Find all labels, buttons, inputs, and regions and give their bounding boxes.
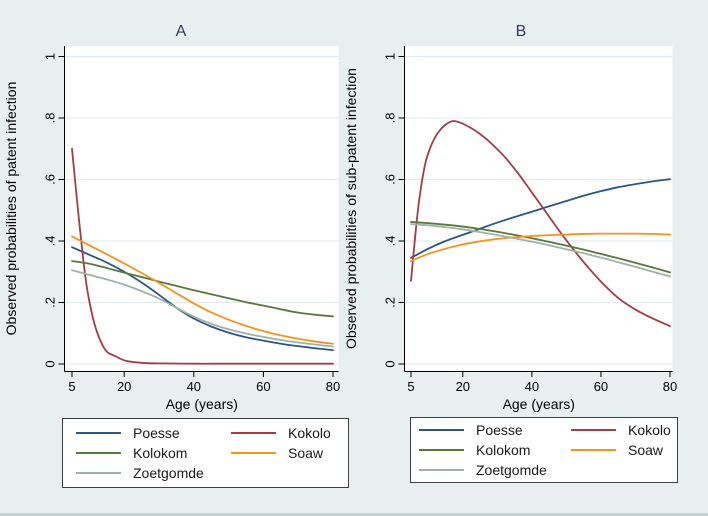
y-tick-label: .8 bbox=[43, 113, 58, 124]
figure-bottom-border bbox=[0, 513, 708, 516]
legend-item-kolokom: Kolokom bbox=[76, 444, 231, 463]
series-line-zoetgomde bbox=[410, 223, 671, 278]
x-tick-label: 5 bbox=[68, 379, 75, 394]
x-tick-label: 20 bbox=[117, 379, 131, 394]
legend-item-soaw: Soaw bbox=[571, 441, 671, 460]
panel-a: 0 .2 .4 .6 .8 1 5 20 40 60 80 Age (years) Observed p… bbox=[3, 23, 340, 412]
legend-line-soaw-swatch bbox=[231, 452, 276, 454]
panel-title: B bbox=[516, 23, 527, 40]
legend-label: Zoetgomde bbox=[476, 462, 547, 478]
plot-area bbox=[65, 46, 339, 371]
legend-item-soaw: Soaw bbox=[231, 444, 342, 463]
y-tick-label: .4 bbox=[43, 236, 58, 247]
y-tick-label: 0 bbox=[43, 360, 58, 367]
legend-label: Poesse bbox=[476, 422, 523, 438]
legend-label: Poesse bbox=[133, 425, 180, 441]
legend-label: Soaw bbox=[288, 445, 324, 461]
series-line-kolokom bbox=[71, 260, 334, 318]
legend-label: Kokolo bbox=[628, 422, 671, 438]
legend-line-zoetgomde-swatch bbox=[76, 472, 121, 474]
x-tick-label: 20 bbox=[456, 379, 470, 394]
legend-item-zoetgomde: Zoetgomde bbox=[419, 461, 571, 480]
x-tick-label: 60 bbox=[594, 379, 608, 394]
y-tick-label: 0 bbox=[383, 360, 398, 367]
panel-title: A bbox=[176, 23, 187, 40]
panel-b: 0 .2 .4 .6 .8 1 5 20 40 60 80 Age (years) Observed p… bbox=[343, 23, 677, 412]
legend-line-poesse-swatch bbox=[419, 429, 464, 431]
legend-item-zoetgomde: Zoetgomde bbox=[76, 464, 231, 483]
legend-line-poesse-swatch bbox=[76, 432, 121, 434]
y-tick-label: .2 bbox=[383, 297, 398, 308]
legend-label: Zoetgomde bbox=[133, 465, 204, 481]
legend-label: Kolokom bbox=[133, 445, 188, 461]
legend-line-kolokom-swatch bbox=[419, 449, 464, 451]
x-axis-label: Age (years) bbox=[503, 396, 575, 412]
x-tick-label: 60 bbox=[256, 379, 270, 394]
y-tick-label: .8 bbox=[383, 113, 398, 124]
legend-panel-b: Poesse Kokolo Kolokom Soaw Zoetgomde bbox=[410, 417, 678, 483]
legend-label: Kokolo bbox=[288, 425, 331, 441]
y-tick-label: 1 bbox=[383, 53, 398, 60]
series-line-kolokom bbox=[410, 221, 671, 274]
series-line-zoetgomde bbox=[71, 269, 334, 348]
legend-panel-a: Poesse Kokolo Kolokom Soaw Zoetgomde bbox=[62, 418, 349, 488]
legend-label: Kolokom bbox=[476, 442, 531, 458]
legend-line-kokolo-swatch bbox=[231, 432, 276, 434]
legend-line-kokolo-swatch bbox=[571, 429, 616, 431]
legend-label: Soaw bbox=[628, 442, 664, 458]
series-line-kokolo bbox=[410, 120, 671, 328]
legend-line-soaw-swatch bbox=[571, 449, 616, 451]
x-axis-label: Age (years) bbox=[166, 396, 238, 412]
x-tick-label: 80 bbox=[326, 379, 340, 394]
series-line-kokolo bbox=[71, 147, 334, 365]
plot-area bbox=[405, 46, 673, 371]
x-tick-label: 80 bbox=[663, 379, 677, 394]
y-tick-label: .6 bbox=[43, 174, 58, 185]
legend-item-kokolo: Kokolo bbox=[231, 424, 342, 443]
series-line-soaw bbox=[410, 232, 671, 262]
y-tick-label: .6 bbox=[383, 174, 398, 185]
y-tick-label: .2 bbox=[43, 297, 58, 308]
series-line-poesse bbox=[71, 246, 334, 352]
y-tick-label: .4 bbox=[383, 236, 398, 247]
y-axis-label: Observed probabilities of patent infecti… bbox=[3, 82, 19, 336]
x-tick-label: 5 bbox=[407, 379, 414, 394]
legend-item-poesse: Poesse bbox=[76, 424, 231, 443]
y-tick-label: 1 bbox=[43, 53, 58, 60]
legend-item-poesse: Poesse bbox=[419, 421, 571, 440]
x-tick-label: 40 bbox=[187, 379, 201, 394]
series-line-poesse bbox=[410, 178, 671, 259]
x-tick-label: 40 bbox=[525, 379, 539, 394]
legend-line-kolokom-swatch bbox=[76, 452, 121, 454]
legend-item-kolokom: Kolokom bbox=[419, 441, 571, 460]
legend-line-zoetgomde-swatch bbox=[419, 469, 464, 471]
legend-item-kokolo: Kokolo bbox=[571, 421, 671, 440]
series-line-soaw bbox=[71, 235, 334, 345]
y-axis-label: Observed probabilities of sub-patent inf… bbox=[343, 68, 359, 349]
